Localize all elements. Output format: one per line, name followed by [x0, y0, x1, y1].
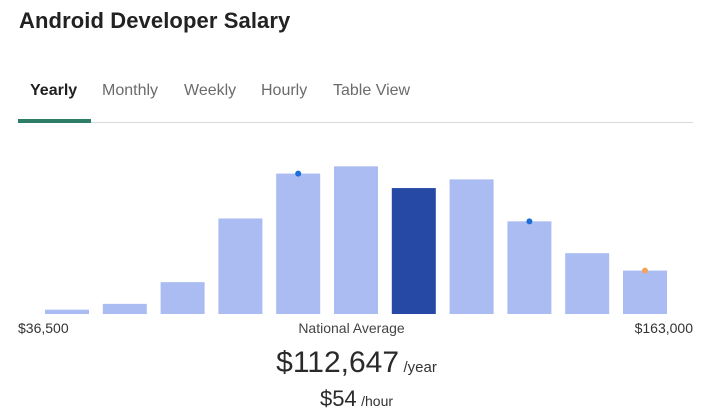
tab-hourly[interactable]: Hourly — [261, 82, 308, 99]
range-min-label: $36,500 — [18, 320, 69, 336]
tab-table-view[interactable]: Table View — [333, 82, 411, 99]
histogram-bar[interactable] — [102, 303, 147, 314]
active-tab-indicator — [18, 119, 91, 123]
histogram-bar[interactable] — [449, 179, 494, 314]
histogram-bar[interactable] — [623, 270, 667, 314]
tab-weekly[interactable]: Weekly — [184, 82, 237, 99]
average-salary-unit: /year — [403, 359, 437, 376]
hourly-rate-unit: /hour — [361, 393, 394, 409]
histogram-bar[interactable] — [565, 253, 610, 314]
hourly-rate-value: $54 — [319, 386, 357, 411]
histogram-bar-average[interactable] — [391, 188, 436, 314]
histogram-bar[interactable] — [160, 282, 205, 314]
histogram-bar[interactable] — [276, 173, 321, 314]
tabs-divider — [18, 122, 693, 123]
hourly-rate: $54 /hour — [0, 386, 703, 412]
page-title: Android Developer Salary — [19, 8, 291, 33]
tab-yearly[interactable]: Yearly — [30, 82, 78, 99]
average-salary-value: $112,647 — [276, 346, 400, 379]
histogram-bar[interactable] — [507, 221, 552, 314]
bar-marker-dot — [295, 170, 302, 177]
average-salary: $112,647 /year — [0, 346, 703, 380]
histogram-bar[interactable] — [218, 218, 263, 314]
national-average-label: National Average — [298, 320, 405, 336]
period-tabs: Yearly Monthly Weekly Hourly Table View — [18, 78, 693, 123]
histogram-bar[interactable] — [334, 166, 378, 314]
range-max-label: $163,000 — [634, 320, 693, 336]
bar-marker-dot — [526, 218, 533, 225]
bar-marker-dot — [642, 267, 648, 274]
salary-histogram — [45, 166, 667, 314]
histogram-bar[interactable] — [45, 309, 89, 314]
tab-monthly[interactable]: Monthly — [102, 82, 159, 99]
